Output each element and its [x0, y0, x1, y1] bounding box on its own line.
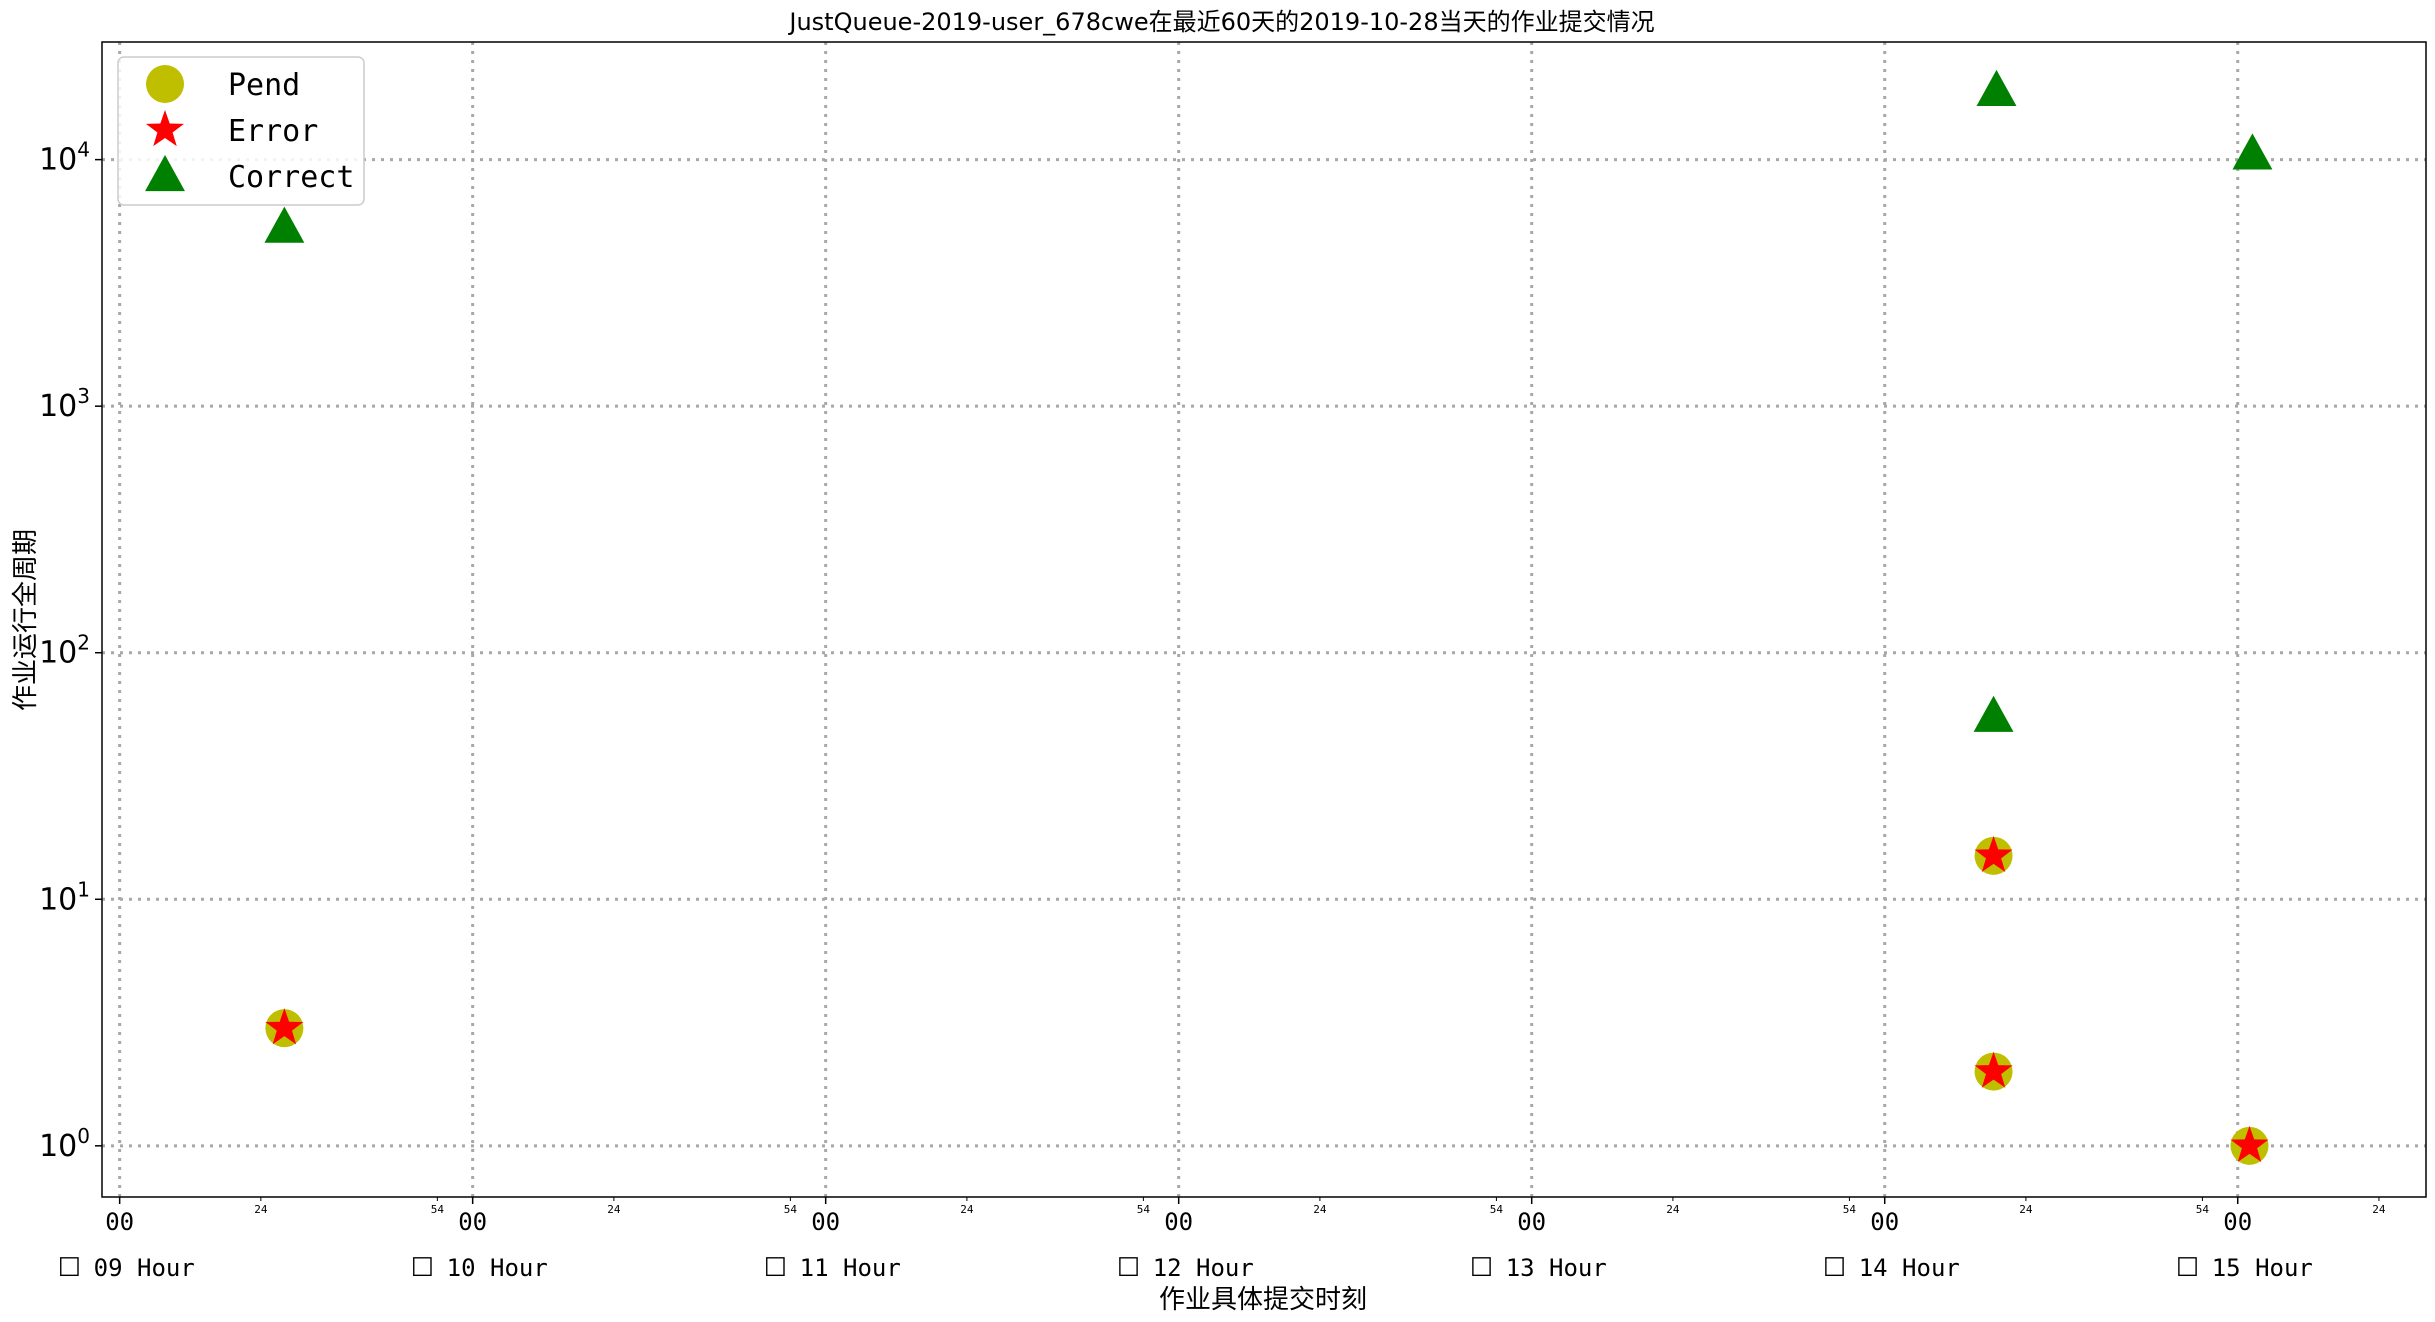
series-correct [264, 69, 2273, 732]
legend-marker-error [145, 110, 185, 147]
x-minor-tick-label-5: 54 [1137, 1203, 1151, 1216]
x-major-tick-label-2: 00 [811, 1208, 840, 1236]
x-major-tick-label-0: 00 [105, 1208, 134, 1236]
hour-label-1: ☐ 10 Hour [411, 1253, 548, 1283]
x-minor-tick-label-9: 54 [1843, 1203, 1857, 1216]
hour-label-text: 12 Hour [1153, 1254, 1254, 1282]
x-minor-tick-label-11: 54 [2196, 1203, 2210, 1216]
y-tick-label-3: 103 [39, 384, 90, 424]
legend-label-error: Error [228, 114, 318, 149]
hour-box-icon: ☐ [411, 1253, 434, 1283]
grid [102, 42, 2426, 1197]
legend-item-pend: Pend [146, 65, 300, 103]
legend-label-correct: Correct [228, 160, 354, 195]
series-error [265, 835, 2269, 1162]
hour-box-icon: ☐ [1470, 1253, 1493, 1283]
hour-label-0: ☐ 09 Hour [58, 1253, 195, 1283]
y-tick-label-0: 100 [39, 1124, 90, 1164]
legend-label-pend: Pend [228, 68, 300, 103]
correct-point-3 [2232, 133, 2273, 170]
y-tick-label-1: 101 [39, 877, 90, 917]
hour-label-3: ☐ 12 Hour [1117, 1253, 1254, 1283]
x-minor-tick-label-10: 24 [2019, 1203, 2033, 1216]
x-minor-tick-label-0: 24 [254, 1203, 268, 1216]
error-point-1 [1974, 835, 2013, 873]
hour-label-text: 14 Hour [1859, 1254, 1960, 1282]
x-axis-label: 作业具体提交时刻 [1159, 1285, 1367, 1315]
hour-box-icon: ☐ [764, 1253, 787, 1283]
y-tick-label-4: 104 [39, 138, 90, 178]
y-axis-ticks: 100 101 102 103 104 [39, 138, 102, 1164]
y-axis-label: 作业运行全周期 [11, 529, 41, 711]
x-minor-tick-label-6: 24 [1313, 1203, 1327, 1216]
hour-label-text: 11 Hour [800, 1254, 901, 1282]
error-point-3 [2230, 1125, 2269, 1162]
data-points [264, 69, 2273, 1165]
error-point-2 [1974, 1051, 2013, 1088]
y-tick-label-2: 102 [39, 631, 90, 671]
x-minor-tick-label-4: 24 [960, 1203, 974, 1216]
x-minor-tick-label-2: 24 [607, 1203, 621, 1216]
correct-point-1 [1976, 69, 2017, 107]
hour-label-text: 13 Hour [1506, 1254, 1607, 1282]
hour-box-icon: ☐ [2176, 1253, 2199, 1283]
hour-box-icon: ☐ [58, 1253, 81, 1283]
x-major-tick-label-5: 00 [1870, 1208, 1899, 1236]
x-minor-tick-label-12: 24 [2372, 1203, 2386, 1216]
plot-area-frame [101, 41, 2427, 1198]
legend-marker-pend [146, 65, 184, 103]
hour-label-text: 10 Hour [447, 1254, 548, 1282]
hour-label-2: ☐ 11 Hour [764, 1253, 901, 1283]
hour-label-6: ☐ 15 Hour [2176, 1253, 2313, 1283]
x-axis-ticks: 00 00 00 00 00 00 00 24 54 24 54 24 54 24 54 24 54 24 54 24… [58, 1197, 2386, 1283]
hour-label-text: 09 Hour [94, 1254, 195, 1282]
x-major-tick-label-1: 00 [458, 1208, 487, 1236]
hour-label-text: 15 Hour [2212, 1254, 2313, 1282]
legend-marker-correct [145, 155, 185, 192]
legend: Pend Error Correct [117, 56, 365, 206]
hour-box-icon: ☐ [1823, 1253, 1846, 1283]
error-point-0 [265, 1008, 304, 1045]
legend-item-error: Error [145, 110, 318, 149]
correct-point-0 [264, 206, 305, 243]
legend-item-correct: Correct [145, 155, 354, 195]
x-minor-tick-label-7: 54 [1490, 1203, 1504, 1216]
hour-label-5: ☐ 14 Hour [1823, 1253, 1960, 1283]
x-major-tick-label-3: 00 [1164, 1208, 1193, 1236]
x-minor-tick-label-3: 54 [784, 1203, 798, 1216]
chart-title: JustQueue-2019-user_678cwe在最近60天的2019-10… [787, 8, 1654, 36]
hour-box-icon: ☐ [1117, 1253, 1140, 1283]
x-major-tick-label-4: 00 [1517, 1208, 1546, 1236]
x-minor-tick-label-8: 24 [1666, 1203, 1680, 1216]
x-major-tick-label-6: 00 [2223, 1208, 2252, 1236]
x-minor-tick-label-1: 54 [431, 1203, 445, 1216]
hour-label-4: ☐ 13 Hour [1470, 1253, 1607, 1283]
correct-point-2 [1973, 695, 2014, 732]
